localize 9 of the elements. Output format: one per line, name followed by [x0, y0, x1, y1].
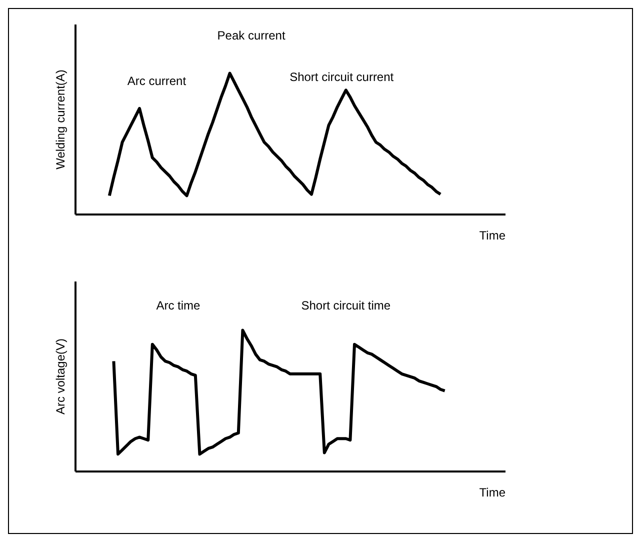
annotation: Short circuit current [290, 70, 394, 84]
x-axis-title: Time [479, 228, 506, 242]
x-axis-title: Time [479, 486, 506, 500]
y-axis-title: Welding current(A) [54, 70, 68, 170]
annotation: Arc current [127, 74, 187, 88]
text: Short circuit time [301, 298, 391, 313]
text: Arc time [156, 298, 201, 313]
y-axis-title: Arc voltage(V) [54, 338, 68, 415]
text: Peak current [217, 28, 286, 42]
